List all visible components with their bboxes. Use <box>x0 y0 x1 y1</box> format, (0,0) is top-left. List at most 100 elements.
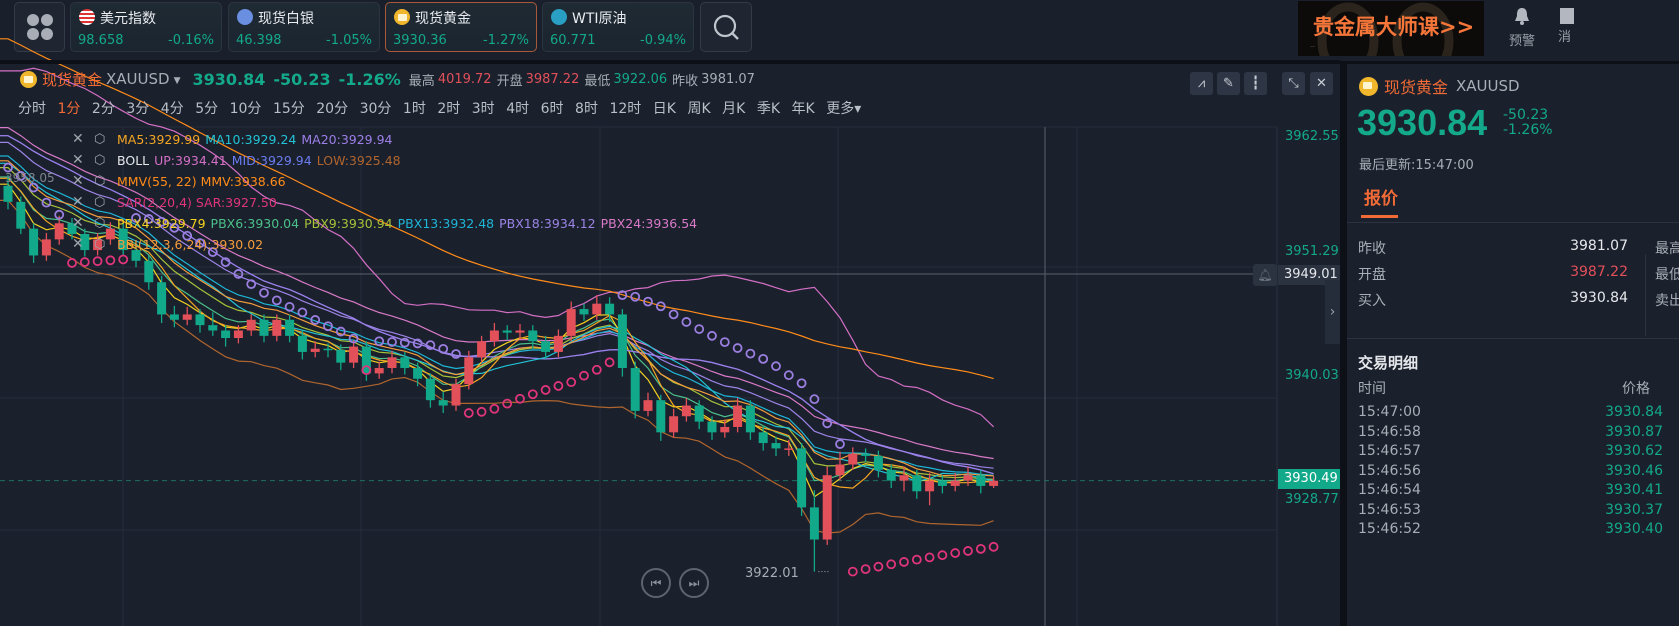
period-tab[interactable]: 月K <box>722 101 746 117</box>
scroll-to-start-button[interactable]: ⏮︎ <box>641 568 671 598</box>
quote-row: 买入 3930.84 <box>1358 290 1628 310</box>
period-tab[interactable]: 4分 <box>160 101 184 117</box>
sar-dot <box>911 554 922 565</box>
trade-price: 3930.41 <box>1605 482 1663 498</box>
candle-body <box>208 325 218 331</box>
period-tab[interactable]: 3分 <box>126 101 150 117</box>
candle-body <box>41 239 51 256</box>
ticker-card-gold[interactable]: 现货黄金 3930.36 -1.27% <box>385 2 537 52</box>
period-tab[interactable]: 1分 <box>57 101 81 117</box>
sar-dot <box>195 238 205 249</box>
ticker-value: 46.398 <box>236 33 282 48</box>
ticker-change: -1.27% <box>483 33 529 48</box>
messages-button[interactable]: 消 <box>1558 6 1579 45</box>
remove-indicator-icon[interactable]: ✕ <box>72 194 84 210</box>
ticker-card-usd-index[interactable]: 美元指数 98.658 -0.16% <box>70 2 222 52</box>
search-button[interactable] <box>700 2 752 52</box>
indicator-value: UP:3934.41 <box>154 152 227 168</box>
period-tab[interactable]: 1时 <box>402 101 426 117</box>
candle-body <box>477 341 487 358</box>
close-chart-button[interactable]: ✕ <box>1310 72 1333 95</box>
indicator-value: MA20:3929.94 <box>301 131 393 147</box>
quote-label: 最高 <box>1655 241 1679 257</box>
period-tab[interactable]: 12时 <box>609 101 642 117</box>
menu-grid-button[interactable] <box>14 2 65 52</box>
sar-dot <box>604 357 615 368</box>
period-tab[interactable]: 6时 <box>540 101 564 117</box>
remove-indicator-icon[interactable]: ✕ <box>72 152 84 168</box>
sar-dot <box>131 213 141 223</box>
sar-dot <box>835 439 845 449</box>
trade-time: 15:46:57 <box>1358 443 1421 459</box>
indicator-legend-row: ✕ ⬡ MMV(55, 22) MMV:3938.66 <box>72 173 291 189</box>
sar-dot <box>489 403 500 414</box>
y-tick: 3928.77 <box>1285 492 1339 507</box>
chart-type-button[interactable]: ┇ <box>1244 72 1267 95</box>
settings-icon[interactable]: ⬡ <box>94 152 106 168</box>
collapse-button[interactable]: ⤡ <box>1282 72 1305 95</box>
candle-body <box>541 341 551 352</box>
period-tab[interactable]: 季K <box>756 101 781 117</box>
sar-dot <box>937 550 948 561</box>
period-tab[interactable]: 15分 <box>272 101 305 117</box>
alarm-button[interactable]: 预警 <box>1505 6 1539 49</box>
period-tab[interactable]: 更多▾ <box>826 101 862 117</box>
gold-icon <box>20 70 37 88</box>
expand-side-panel-button[interactable]: › <box>1325 280 1340 344</box>
candle-body <box>733 405 743 427</box>
ad-banner[interactable]: 贵金属大师课>> — <box>1298 1 1484 56</box>
ticker-card-silver[interactable]: 现货白银 46.398 -1.05% <box>228 2 380 52</box>
period-tab[interactable]: 周K <box>687 101 711 117</box>
period-tab[interactable]: 10分 <box>229 101 262 117</box>
period-tab[interactable]: 4时 <box>506 101 530 117</box>
period-tabs: 分时 1分 2分 3分 4分 5分 10分 15分 20分 30分 1时 2时 3时 4时 6时 8时 12时日… <box>18 98 873 118</box>
settings-icon[interactable]: ⬡ <box>94 194 106 210</box>
candle-body <box>643 400 653 411</box>
period-tab[interactable]: 日K <box>652 101 676 117</box>
price-alert-button[interactable]: 🔔︎ <box>1253 264 1277 286</box>
tab-quote[interactable]: 报价 <box>1364 189 1398 209</box>
candle-body <box>105 228 115 240</box>
period-tab[interactable]: 30分 <box>359 101 392 117</box>
candle-body <box>617 314 627 369</box>
period-tab[interactable]: 年K <box>791 101 815 117</box>
ticker-card-wti[interactable]: WTI原油 60.771 -0.94% <box>542 2 694 52</box>
draw-tool-button[interactable]: ✎ <box>1217 72 1240 95</box>
alarm-label: 预警 <box>1508 34 1535 49</box>
remove-indicator-icon[interactable]: ✕ <box>72 236 84 252</box>
candle-body <box>93 239 103 251</box>
sar-dot <box>886 559 897 570</box>
period-tab[interactable]: 3时 <box>471 101 495 117</box>
sar-dot <box>271 295 282 306</box>
candle-body <box>989 480 999 486</box>
period-tab[interactable]: 分时 <box>18 101 46 117</box>
period-tab[interactable]: 8时 <box>575 101 598 117</box>
chevron-right-icon: › <box>1329 304 1336 320</box>
grid-icon <box>27 28 39 40</box>
settings-icon[interactable]: ⬡ <box>94 236 106 252</box>
symbol-dropdown-icon[interactable]: ▼ <box>173 76 181 86</box>
sar-dot <box>412 338 423 349</box>
price-change-pct: -1.26% <box>338 69 401 89</box>
settings-icon[interactable]: ⬡ <box>94 131 106 147</box>
candle-body <box>349 346 359 363</box>
kline-chart[interactable] <box>0 0 1340 626</box>
collapse-icon: ⤡ <box>1288 76 1299 91</box>
candle-body <box>630 368 640 411</box>
indicator-value: PBX24:3936.54 <box>600 215 698 231</box>
remove-indicator-icon[interactable]: ✕ <box>72 131 84 147</box>
instrument-symbol[interactable]: XAUUSD <box>106 70 170 88</box>
indicator-tool-button[interactable]: ⩘ <box>1190 72 1213 95</box>
remove-indicator-icon[interactable]: ✕ <box>72 215 84 231</box>
top-bar: 美元指数 98.658 -0.16% 现货白银 46.398 -1.05% 现货… <box>0 0 1679 61</box>
scroll-to-end-button[interactable]: ⏭︎ <box>679 568 709 598</box>
settings-icon[interactable]: ⬡ <box>94 173 106 189</box>
divider <box>1347 222 1679 223</box>
period-tab[interactable]: 2分 <box>91 101 115 117</box>
period-tab[interactable]: 2时 <box>437 101 461 117</box>
trade-row: 15:46:58 3930.87 <box>1358 424 1663 440</box>
period-tab[interactable]: 5分 <box>195 101 219 117</box>
settings-icon[interactable]: ⬡ <box>94 215 106 231</box>
remove-indicator-icon[interactable]: ✕ <box>72 173 84 189</box>
period-tab[interactable]: 20分 <box>316 101 349 117</box>
